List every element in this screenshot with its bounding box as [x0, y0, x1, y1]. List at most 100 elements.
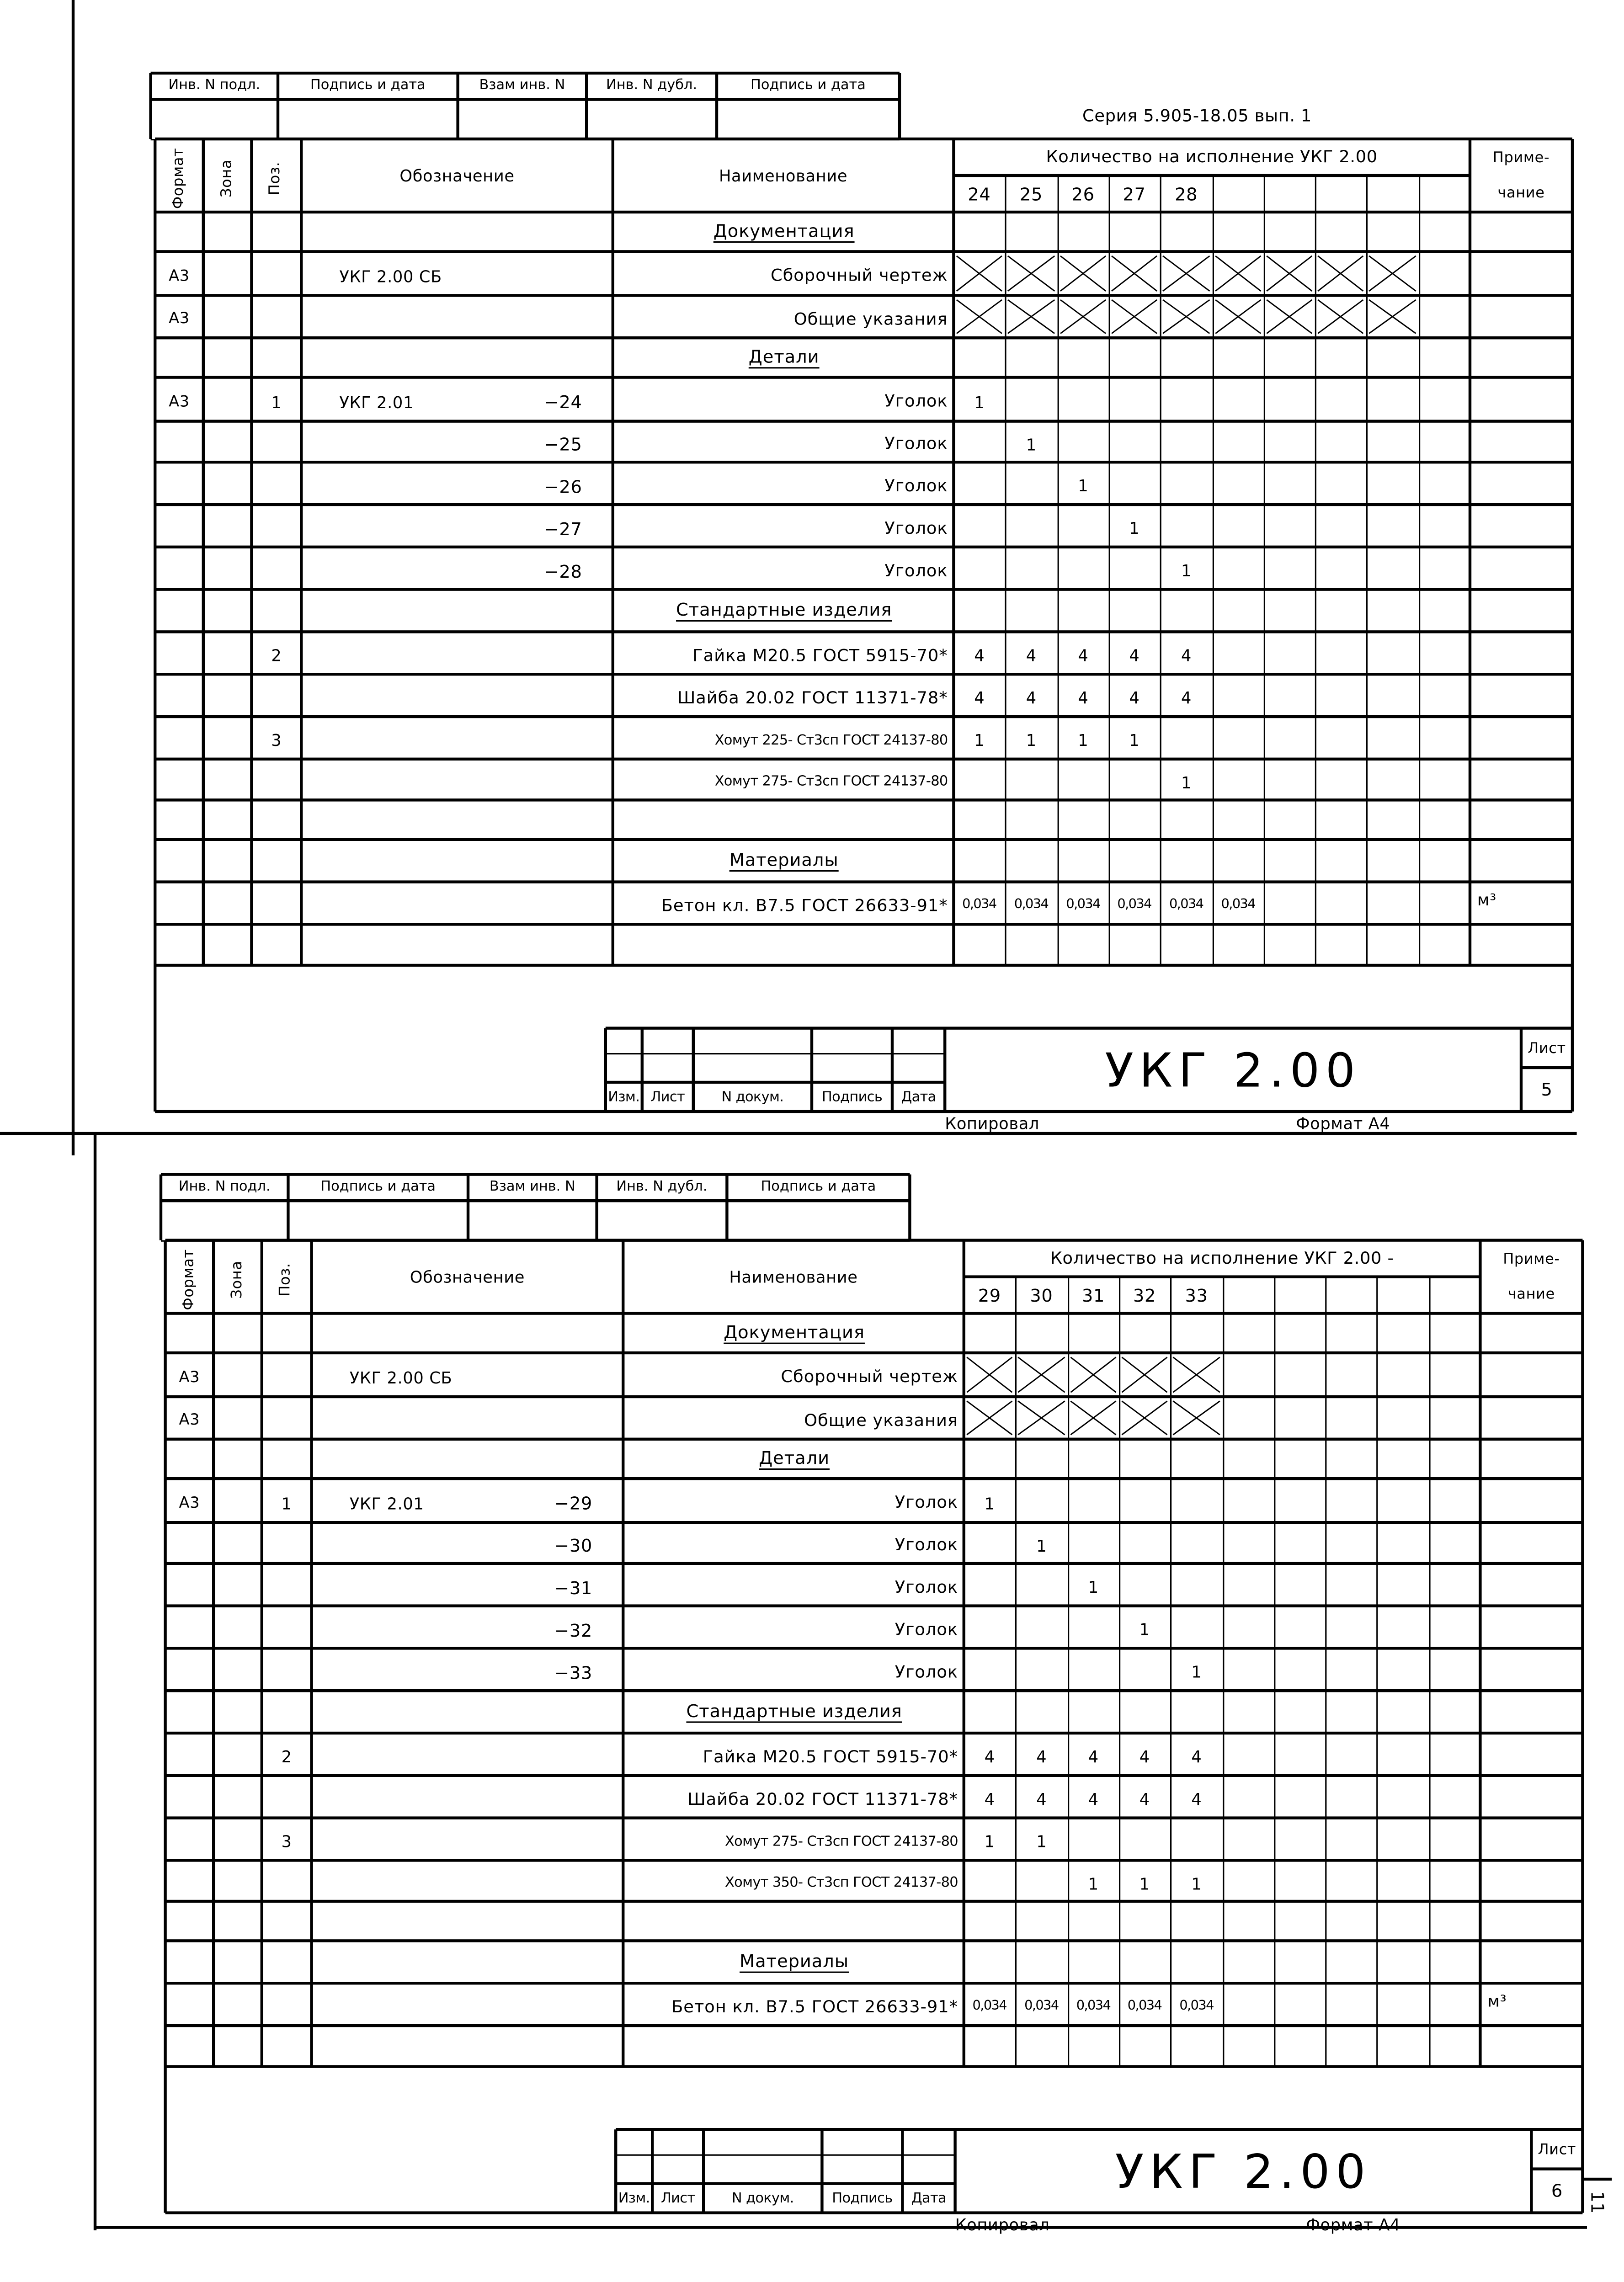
row-line	[155, 420, 1573, 422]
document-designation-cell: УКГ 2.00	[945, 1028, 1521, 1112]
variant-number-cell	[1315, 176, 1366, 212]
quantity-value: 0,034	[972, 1999, 1007, 2014]
row-note-cell: м³	[1487, 1980, 1546, 2023]
row-line	[155, 546, 1573, 548]
row-format: А3	[169, 393, 190, 411]
cross-mark	[1017, 1400, 1065, 1436]
title-block-label: N докум.	[731, 2190, 794, 2207]
variant-number-cell	[1429, 1277, 1480, 1314]
sheet-label: Лист	[1538, 2143, 1576, 2159]
section-heading-cell: Материалы	[620, 838, 948, 881]
variant-number: 31	[1081, 1285, 1105, 1305]
quantity-value: 1	[1129, 519, 1139, 538]
cross-mark	[1266, 255, 1313, 292]
title-block-label: Лист	[660, 2190, 695, 2207]
quantity-value: 0,034	[1024, 1999, 1059, 2014]
quantity-value-cell: 1	[1109, 719, 1160, 762]
row-name-cell	[620, 927, 948, 968]
grid-line	[1521, 1066, 1572, 1069]
grid-line	[821, 2129, 823, 2213]
row-format: А3	[169, 267, 190, 285]
grid-line	[1428, 1277, 1430, 2067]
row-name-cell: Уголок	[630, 1651, 958, 1694]
row-line	[165, 1647, 1583, 1649]
sheet-number-cell: 5	[1521, 1070, 1572, 1108]
quantity-value: 1	[1088, 1578, 1099, 1597]
row-name-cell: Сборочный чертеж	[620, 255, 948, 298]
stamp-header: Подпись и дата	[310, 78, 426, 94]
row-name-cell: Хомут 350- Ст3сп ГОСТ 24137-80	[630, 1863, 958, 1904]
stamp-header-cell: Инв. N дубл.	[597, 1175, 727, 1201]
page-border	[94, 1133, 96, 2230]
variant-number-cell: 26	[1058, 176, 1109, 212]
stamp-header: Подпись и дата	[751, 78, 866, 94]
section-heading-cell: Детали	[620, 336, 948, 376]
row-name-cell: Шайба 20.02 ГОСТ 11371-78*	[620, 677, 948, 720]
header-format: Формат	[171, 148, 187, 209]
grid-line	[616, 2182, 955, 2185]
quantity-value: 4	[1129, 689, 1139, 708]
quantity-value: 1	[1078, 477, 1088, 496]
grid-line	[161, 1199, 910, 1202]
quantity-value-cell: 4	[1058, 677, 1109, 720]
quantity-value-cell: 0,034	[1160, 885, 1213, 927]
stamp-header: Инв. N дубл.	[606, 78, 698, 94]
quantity-value-cell: 0,034	[1015, 1986, 1068, 2029]
sheet-label: Лист	[1528, 1041, 1566, 1058]
title-block-label: Изм.	[608, 1089, 640, 1106]
page-border	[72, 0, 75, 1155]
row-name: Уголок	[895, 1576, 958, 1597]
stamp-header-cell: Инв. N подл.	[151, 73, 278, 100]
row-designation-suffix: −24	[544, 392, 582, 413]
row-name-cell: Уголок	[630, 1566, 958, 1609]
quantity-value-cell: 1	[1119, 1863, 1170, 1904]
cross-mark	[966, 1356, 1013, 1393]
row-format: А3	[179, 1368, 200, 1386]
grid-line	[953, 2129, 957, 2213]
sheet-label-cell: Лист	[1531, 2134, 1582, 2169]
stamp-header: Взам инв. N	[479, 78, 565, 94]
grid-line	[614, 2129, 618, 2213]
header-note-cell: чание	[1470, 178, 1572, 210]
row-note-cell: м³	[1477, 879, 1536, 921]
row-designation-suffix: −25	[544, 434, 582, 455]
grid-line	[1159, 176, 1161, 965]
header-pos: Поз.	[267, 161, 284, 196]
header-zone: Зона	[229, 1261, 246, 1299]
row-name-cell: Хомут 225- Ст3сп ГОСТ 24137-80	[620, 719, 948, 762]
variant-number: 29	[978, 1285, 1001, 1305]
header-quantity-title-cell: Количество на исполнение УКГ 2.00	[953, 139, 1470, 176]
row-line	[165, 1478, 1583, 1480]
cross-mark	[956, 299, 1002, 334]
row-line	[155, 250, 1573, 253]
grid-line	[150, 98, 900, 101]
quantity-value-cell: 0,034	[1109, 885, 1160, 927]
quantity-value: 4	[1026, 646, 1037, 665]
title-block-label: Лист	[650, 1089, 685, 1106]
copied-label-cell: Копировал	[945, 1112, 1091, 1135]
row-line	[155, 631, 1573, 633]
grid-line	[1581, 1240, 1584, 2213]
quantity-value-cell: 4	[1160, 635, 1213, 677]
row-line	[155, 588, 1573, 590]
quantity-value-cell: 1	[1170, 1863, 1223, 1904]
cross-mark	[1111, 299, 1158, 334]
quantity-value: 1	[1181, 773, 1192, 792]
grid-line	[1530, 2129, 1533, 2213]
grid-line	[212, 1240, 215, 2067]
grid-line	[716, 73, 718, 139]
grid-line	[943, 1028, 947, 1112]
quantity-value-cell: 4	[1005, 677, 1057, 720]
section-heading-cell: Материалы	[630, 1939, 958, 1982]
quantity-value: 1	[1191, 1663, 1202, 1682]
row-designation-cell: УКГ 2.00 СБ	[350, 1356, 569, 1399]
row-name: Бетон кл. В7.5 ГОСТ 26633-91*	[671, 1996, 958, 2016]
grid-line	[1108, 176, 1110, 965]
row-designation-suffix-cell: −28	[483, 550, 582, 592]
variant-number-cell	[1419, 176, 1470, 212]
row-name: Хомут 225- Ст3сп ГОСТ 24137-80	[714, 732, 948, 749]
grid-line	[1273, 1277, 1275, 2067]
cross-mark	[1172, 1400, 1220, 1436]
variant-number-cell	[1325, 1277, 1376, 1314]
quantity-value: 1	[974, 393, 985, 412]
